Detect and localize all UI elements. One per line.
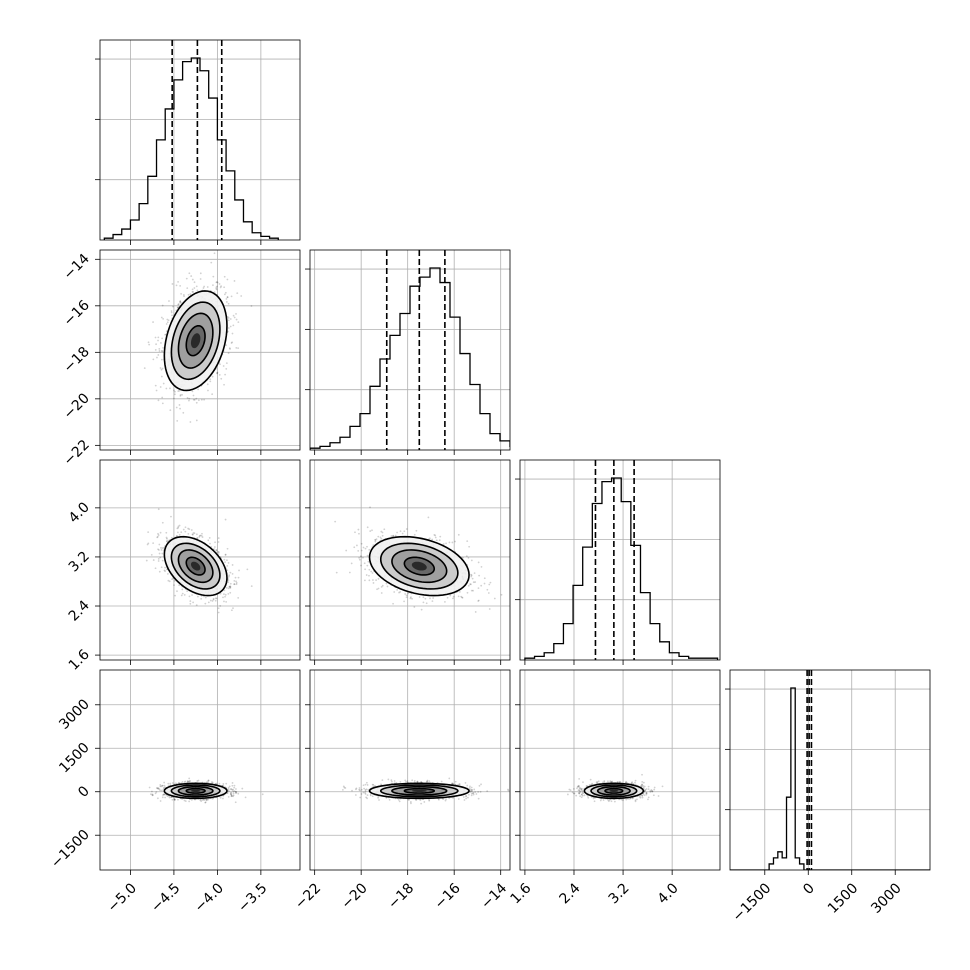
y-tick-label: 3.2 [66,548,93,575]
panel-frame [309,249,511,451]
y-tick-label: −22 [61,437,93,469]
x-tick-label: −4.5 [148,880,183,915]
histogram-panel [520,460,720,660]
x-tick-label: 3.2 [606,880,633,907]
panel-frame [99,669,301,871]
y-tick-label: 3000 [56,696,93,733]
panel-frame [99,459,301,661]
histogram-step [103,57,279,240]
density-contour [190,789,201,792]
scatter-panel [520,670,720,870]
scatter-panel [100,250,300,450]
y-tick-label: −20 [61,390,93,422]
histogram-step [524,477,719,660]
panel-frame [99,249,301,451]
x-tick-label: −1500 [730,880,775,925]
scatter-panel [310,460,510,660]
density-contour [190,333,201,349]
x-tick-label: 3000 [868,880,905,917]
y-tick-label: 1500 [56,740,93,777]
x-tick-label: 2.4 [557,880,584,907]
scatter-panel [310,670,510,870]
panel-frame [309,459,511,661]
x-tick-label: −3.5 [235,880,270,915]
x-tick-label: −16 [432,880,464,912]
panel-frame [309,669,511,871]
x-tick-label: −22 [292,880,324,912]
panel-frame [519,669,721,871]
histogram-step [730,687,930,870]
scatter-panel [100,670,300,870]
y-tick-label: −14 [61,251,93,283]
x-tick-label: 1.6 [507,880,534,907]
density-contour [411,789,427,792]
y-tick-label: 0 [75,783,93,801]
x-tick-label: 0 [800,880,818,898]
y-tick-label: 4.0 [66,499,93,526]
y-tick-label: 2.4 [66,597,93,624]
x-tick-label: −14 [478,880,510,912]
density-contour [609,789,619,792]
histogram-panel [100,40,300,240]
y-tick-label: 1.6 [66,647,93,674]
x-tick-label: −18 [385,880,417,912]
histogram-panel [310,250,510,450]
scatter-panel [100,460,300,660]
x-tick-label: −5.0 [105,880,140,915]
y-tick-label: −16 [61,297,93,329]
density-contour [190,561,201,571]
panel-frame [729,669,931,871]
x-tick-label: −4.0 [192,880,227,915]
x-tick-label: 1500 [825,880,862,917]
y-tick-label: −1500 [48,827,93,872]
y-tick-label: −18 [61,344,93,376]
x-tick-label: −20 [339,880,371,912]
panel-frame [99,39,301,241]
density-contour [411,561,427,571]
panel-frame [519,459,721,661]
histogram-panel [730,670,930,870]
x-tick-label: 4.0 [655,880,682,907]
